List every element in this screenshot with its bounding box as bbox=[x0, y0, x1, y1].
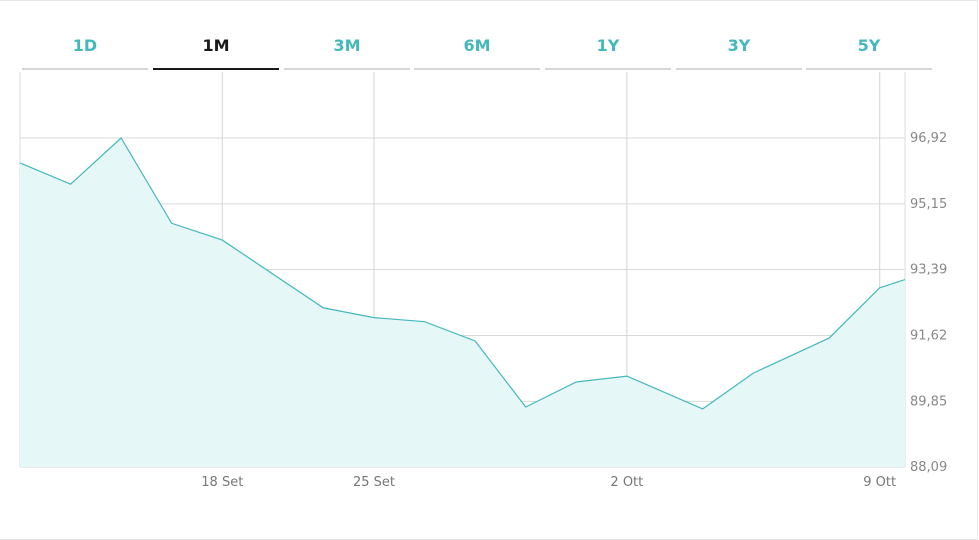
y-tick-label: 95,15 bbox=[910, 197, 947, 212]
x-tick-label: 2 Ott bbox=[610, 475, 643, 490]
y-tick-label: 89,85 bbox=[910, 394, 947, 409]
series-line bbox=[19, 137, 906, 410]
area-fill bbox=[20, 138, 905, 467]
data-point bbox=[170, 221, 174, 225]
data-point bbox=[69, 182, 73, 186]
range-tabs: 1D 1M 3M 6M 1Y 3Y 5Y bbox=[22, 28, 938, 70]
tab-1d[interactable]: 1D bbox=[22, 28, 148, 70]
data-point bbox=[524, 405, 528, 409]
data-point bbox=[423, 320, 427, 324]
data-point bbox=[751, 371, 755, 375]
tab-5y[interactable]: 5Y bbox=[806, 28, 932, 70]
x-tick-label: 25 Set bbox=[353, 475, 395, 490]
x-tick-label: 9 Ott bbox=[863, 475, 896, 490]
tab-1m[interactable]: 1M bbox=[153, 28, 279, 70]
data-point bbox=[903, 278, 907, 282]
y-tick-label: 96,92 bbox=[910, 131, 947, 146]
y-tick-label: 93,39 bbox=[910, 263, 947, 278]
tab-3y[interactable]: 3Y bbox=[676, 28, 802, 70]
data-point bbox=[18, 161, 22, 165]
y-axis: 96,92 95,15 93,39 91,62 89,85 88,09 bbox=[910, 131, 947, 475]
data-point bbox=[701, 407, 705, 411]
data-point bbox=[878, 286, 882, 290]
x-axis: 18 Set 25 Set 2 Ott 9 Ott bbox=[201, 475, 896, 490]
data-point bbox=[827, 336, 831, 340]
data-point bbox=[321, 306, 325, 310]
data-point bbox=[625, 374, 629, 378]
y-tick-label: 88,09 bbox=[910, 460, 947, 475]
data-point bbox=[574, 380, 578, 384]
data-point bbox=[372, 316, 376, 320]
tab-3m[interactable]: 3M bbox=[284, 28, 410, 70]
data-point bbox=[220, 238, 224, 242]
x-tick-label: 18 Set bbox=[201, 475, 243, 490]
tab-6m[interactable]: 6M bbox=[414, 28, 540, 70]
y-tick-label: 91,62 bbox=[910, 328, 947, 343]
data-point bbox=[473, 339, 477, 343]
data-point bbox=[119, 136, 123, 140]
tab-1y[interactable]: 1Y bbox=[545, 28, 671, 70]
